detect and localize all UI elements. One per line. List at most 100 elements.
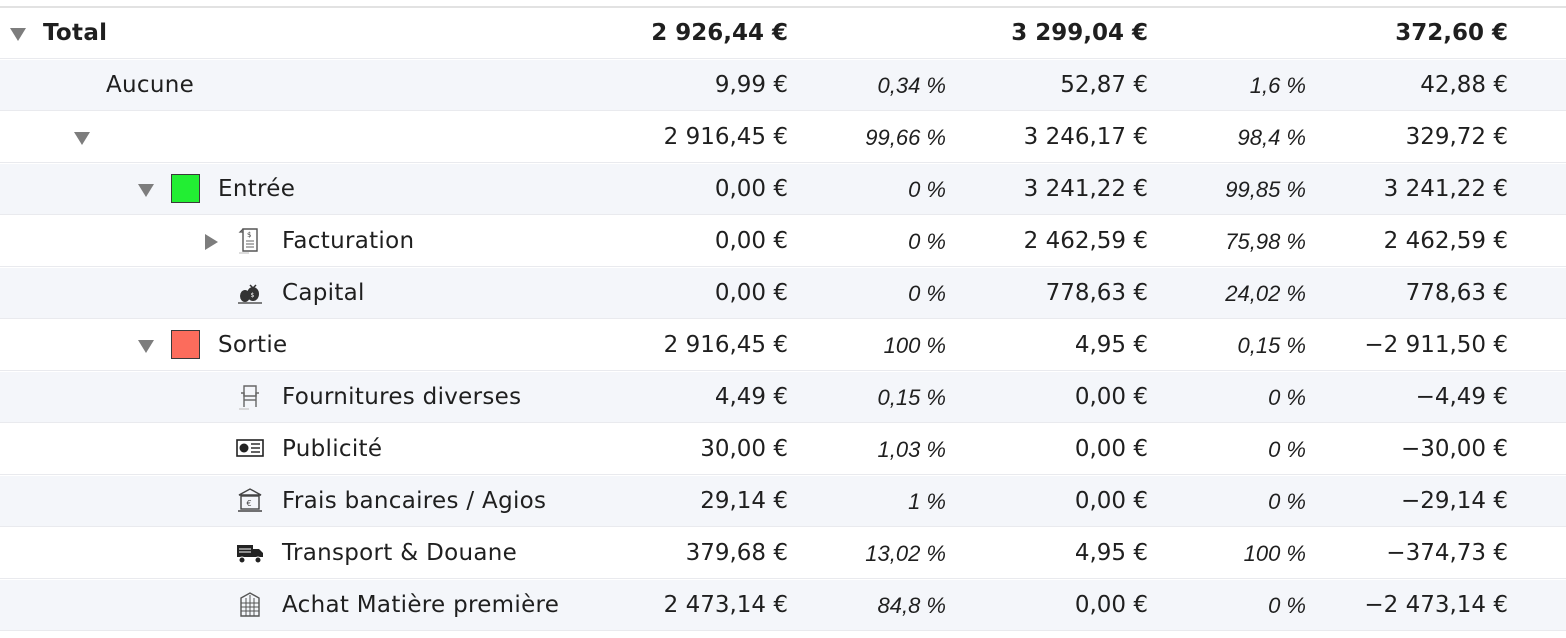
percent-col1: 84,8 % [877,593,947,618]
value-col2: 3 299,04 € [1011,20,1148,46]
value-col3: −374,73 € [1386,540,1508,566]
expand-triangle-icon[interactable] [9,25,27,43]
value-col1: 2 473,14 € [663,592,788,618]
value-col2: 0,00 € [1074,384,1148,410]
table-row-frais-bancaires[interactable]: € Frais bancaires / Agios 29,14 € 1 % 0,… [0,476,1566,527]
percent-col1: 100 % [883,333,946,358]
svg-text:$: $ [247,231,251,239]
value-col2: 0,00 € [1074,488,1148,514]
value-col1: 379,68 € [685,540,788,566]
svg-text:$: $ [251,292,255,299]
value-col3: −2 473,14 € [1364,592,1508,618]
value-col2: 2 462,59 € [1023,228,1148,254]
expand-triangle-icon[interactable] [137,181,155,199]
row-label: Fournitures diverses [282,384,522,410]
value-col1: 0,00 € [714,280,788,306]
value-col1: 29,14 € [700,488,788,514]
value-col2: 3 241,22 € [1023,176,1148,202]
percent-col2: 0 % [1268,593,1306,618]
value-col1: 2 916,45 € [663,124,788,150]
percent-col2: 0 % [1268,489,1306,514]
value-col2: 778,63 € [1045,280,1148,306]
percent-col2: 0,15 % [1237,333,1307,358]
percent-col2: 0 % [1268,385,1306,410]
expand-triangle-icon[interactable] [73,129,91,147]
building-icon [240,592,260,617]
table-row-sortie[interactable]: Sortie 2 916,45 € 100 % 4,95 € 0,15 % −2… [0,320,1566,371]
category-color-swatch [171,174,200,203]
advertising-icon [236,439,264,457]
bank-icon: € [238,488,262,512]
value-col1: 9,99 € [714,72,788,98]
table-row-fournitures[interactable]: Fournitures diverses 4,49 € 0,15 % 0,00 … [0,372,1566,423]
expand-triangle-icon[interactable] [137,337,155,355]
truck-icon [237,545,263,564]
value-col3: −29,14 € [1400,488,1508,514]
percent-col1: 99,66 % [865,125,946,150]
value-col3: 329,72 € [1405,124,1508,150]
percent-col1: 0,34 % [877,73,947,98]
row-label: Aucune [106,72,195,98]
value-col2: 0,00 € [1074,592,1148,618]
table-row-group[interactable]: 2 916,45 € 99,66 % 3 246,17 € 98,4 % 329… [0,112,1566,163]
value-col2: 0,00 € [1074,436,1148,462]
table-row-transport[interactable]: Transport & Douane 379,68 € 13,02 % 4,95… [0,528,1566,579]
percent-col2: 100 % [1243,541,1306,566]
value-col2: 3 246,17 € [1023,124,1148,150]
value-col3: 372,60 € [1395,20,1508,46]
svg-text:€: € [247,499,252,508]
percent-col2: 1,6 % [1249,73,1306,98]
invoice-icon: $ [238,228,258,254]
percent-col1: 0 % [908,177,946,202]
value-col3: 3 241,22 € [1383,176,1508,202]
value-col1: 2 926,44 € [651,20,788,46]
value-col1: 4,49 € [714,384,788,410]
value-col1: 30,00 € [700,436,788,462]
percent-col2: 0 % [1268,437,1306,462]
row-label: Achat Matière première [282,592,560,618]
table-row-entree[interactable]: Entrée 0,00 € 0 % 3 241,22 € 99,85 % 3 2… [0,164,1566,215]
row-label: Total [43,20,108,46]
row-label: Capital [282,280,365,306]
table-row-capital[interactable]: $ Capital 0,00 € 0 % 778,63 € 24,02 % 77… [0,268,1566,319]
table-top-border [0,6,1566,8]
value-col3: 778,63 € [1405,280,1508,306]
percent-col1: 1 % [908,489,946,514]
percent-col2: 99,85 % [1225,177,1306,202]
value-col1: 0,00 € [714,228,788,254]
percent-col1: 0 % [908,281,946,306]
collapsed-triangle-icon[interactable] [202,233,220,251]
value-col3: 42,88 € [1420,72,1508,98]
value-col2: 4,95 € [1074,540,1148,566]
value-col2: 52,87 € [1060,72,1148,98]
chair-icon [239,385,259,410]
percent-col2: 98,4 % [1237,125,1307,150]
percent-col1: 0 % [908,229,946,254]
row-label: Frais bancaires / Agios [282,488,547,514]
row-label: Facturation [282,228,415,254]
row-label: Transport & Douane [282,540,518,566]
value-col3: 2 462,59 € [1383,228,1508,254]
category-color-swatch [171,330,200,359]
value-col3: −2 911,50 € [1364,332,1508,358]
table-row-achat-matiere[interactable]: Achat Matière première 2 473,14 € 84,8 %… [0,580,1566,631]
table-row-total[interactable]: Total 2 926,44 € 3 299,04 € 372,60 € [0,8,1566,59]
percent-col1: 1,03 % [877,437,947,462]
percent-col1: 13,02 % [865,541,946,566]
row-label: Sortie [218,332,288,358]
table-row-publicite[interactable]: Publicité 30,00 € 1,03 % 0,00 € 0 % −30,… [0,424,1566,475]
percent-col1: 0,15 % [877,385,947,410]
value-col1: 2 916,45 € [663,332,788,358]
percent-col2: 24,02 % [1225,281,1306,306]
table-row-aucune[interactable]: Aucune 9,99 € 0,34 % 52,87 € 1,6 % 42,88… [0,60,1566,111]
value-col3: −4,49 € [1415,384,1508,410]
table-row-facturation[interactable]: $ Facturation 0,00 € 0 % 2 462,59 € 75,9… [0,216,1566,267]
value-col1: 0,00 € [714,176,788,202]
capital-icon: $ [238,284,262,304]
value-col3: −30,00 € [1400,436,1508,462]
value-col2: 4,95 € [1074,332,1148,358]
row-label: Publicité [282,436,383,462]
row-label: Entrée [218,176,296,202]
percent-col2: 75,98 % [1225,229,1306,254]
